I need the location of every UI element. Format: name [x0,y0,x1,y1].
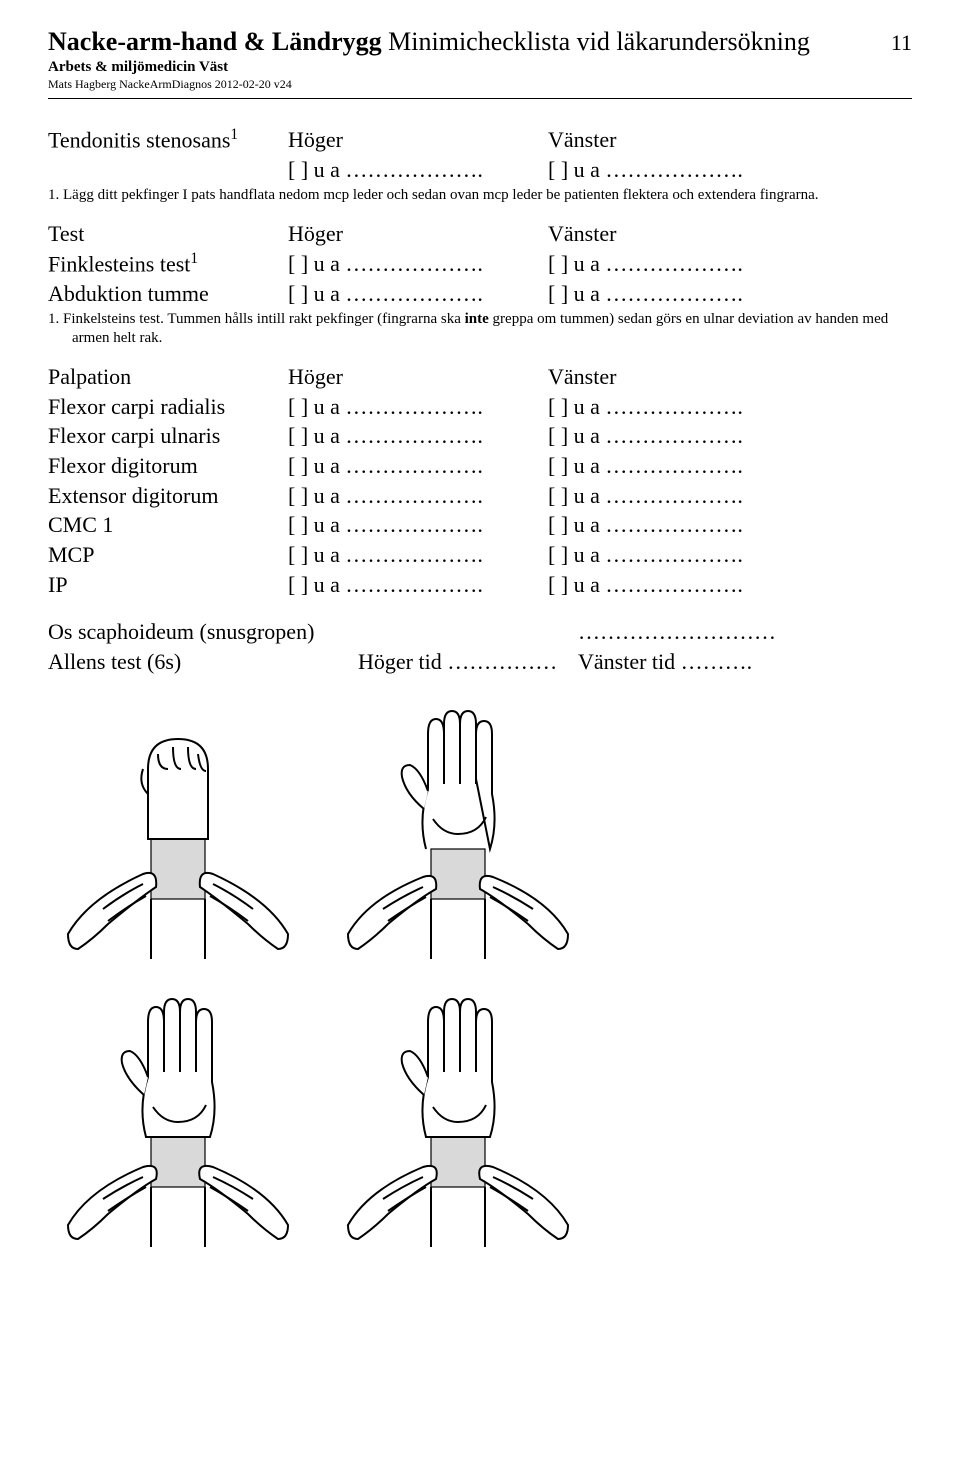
finkle-label: Finklesteins test1 [48,249,288,279]
palp-row-4-label: CMC 1 [48,510,288,540]
os-scaphoideum-field[interactable]: ……………………… [578,617,808,647]
palp-row-6-vanster[interactable]: [ ] u a ………………. [548,570,808,600]
tendonitis-hoger-field[interactable]: [ ] u a ………………. [288,155,548,185]
palp-row-5-label: MCP [48,540,288,570]
palp-row-2-hoger[interactable]: [ ] u a ………………. [288,451,548,481]
tendonitis-vanster-header: Vänster [548,125,808,155]
tendonitis-block: Tendonitis stenosans1 Höger Vänster [ ] … [48,125,912,185]
os-scaphoideum-blank [358,617,578,647]
allens-label: Allens test (6s) [48,647,358,677]
os-scaphoideum-label: Os scaphoideum (snusgropen) [48,617,358,647]
page-header: Nacke-arm-hand & Ländrygg Minimichecklis… [48,28,912,57]
header-rule [48,98,912,99]
palpation-header: Palpation [48,362,288,392]
palpation-hoger-header: Höger [288,362,548,392]
allens-hoger-field[interactable]: Höger tid …………… [358,647,578,677]
palp-row-1-label: Flexor carpi ulnaris [48,421,288,451]
palpation-block: Palpation Höger Vänster Flexor carpi rad… [48,362,912,600]
palp-row-0-vanster[interactable]: [ ] u a ………………. [548,392,808,422]
palp-row-3-hoger[interactable]: [ ] u a ………………. [288,481,548,511]
illustration-open-palm-3 [328,987,588,1257]
os-allens-block: Os scaphoideum (snusgropen) ……………………… Al… [48,617,912,676]
palp-row-2-vanster[interactable]: [ ] u a ………………. [548,451,808,481]
palp-row-5-vanster[interactable]: [ ] u a ………………. [548,540,808,570]
tendonitis-hoger-header: Höger [288,125,548,155]
palp-row-4-hoger[interactable]: [ ] u a ………………. [288,510,548,540]
illustration-fist [48,699,308,969]
illustration-open-palm-2 [48,987,308,1257]
finkle-hoger-field[interactable]: [ ] u a ………………. [288,249,548,279]
palp-row-5-hoger[interactable]: [ ] u a ………………. [288,540,548,570]
test-hoger-header: Höger [288,219,548,249]
palp-row-0-hoger[interactable]: [ ] u a ………………. [288,392,548,422]
subheader-meta: Mats Hagberg NackeArmDiagnos 2012-02-20 … [48,77,912,92]
finkle-vanster-field[interactable]: [ ] u a ………………. [548,249,808,279]
palpation-vanster-header: Vänster [548,362,808,392]
abduktion-hoger-field[interactable]: [ ] u a ………………. [288,279,548,309]
palp-row-3-label: Extensor digitorum [48,481,288,511]
illustration-grid [48,699,912,1257]
abduktion-vanster-field[interactable]: [ ] u a ………………. [548,279,808,309]
palp-row-4-vanster[interactable]: [ ] u a ………………. [548,510,808,540]
palp-row-3-vanster[interactable]: [ ] u a ………………. [548,481,808,511]
title-bold: Nacke-arm-hand & Ländrygg [48,27,382,56]
tendonitis-empty [48,155,288,185]
palp-row-2-label: Flexor digitorum [48,451,288,481]
palp-row-1-hoger[interactable]: [ ] u a ………………. [288,421,548,451]
page-number: 11 [891,30,912,56]
tendonitis-footnote: 1. Lägg ditt pekfinger I pats handflata … [72,186,912,205]
test-block: Test Höger Vänster Finklesteins test1 [ … [48,219,912,308]
palp-row-1-vanster[interactable]: [ ] u a ………………. [548,421,808,451]
page-title: Nacke-arm-hand & Ländrygg Minimichecklis… [48,28,810,57]
finkelstein-footnote: 1. Finkelsteins test. Tummen hålls intil… [72,310,912,348]
test-header: Test [48,219,288,249]
test-vanster-header: Vänster [548,219,808,249]
palp-row-6-hoger[interactable]: [ ] u a ………………. [288,570,548,600]
palp-row-0-label: Flexor carpi radialis [48,392,288,422]
allens-vanster-field[interactable]: Vänster tid ………. [578,647,808,677]
subheader-org: Arbets & miljömedicin Väst [48,59,912,76]
palp-row-6-label: IP [48,570,288,600]
abduktion-label: Abduktion tumme [48,279,288,309]
tendonitis-vanster-field[interactable]: [ ] u a ………………. [548,155,808,185]
tendonitis-label: Tendonitis stenosans1 [48,125,288,155]
title-plain: Minimichecklista vid läkarundersökning [382,27,810,56]
illustration-open-palm-1 [328,699,588,969]
